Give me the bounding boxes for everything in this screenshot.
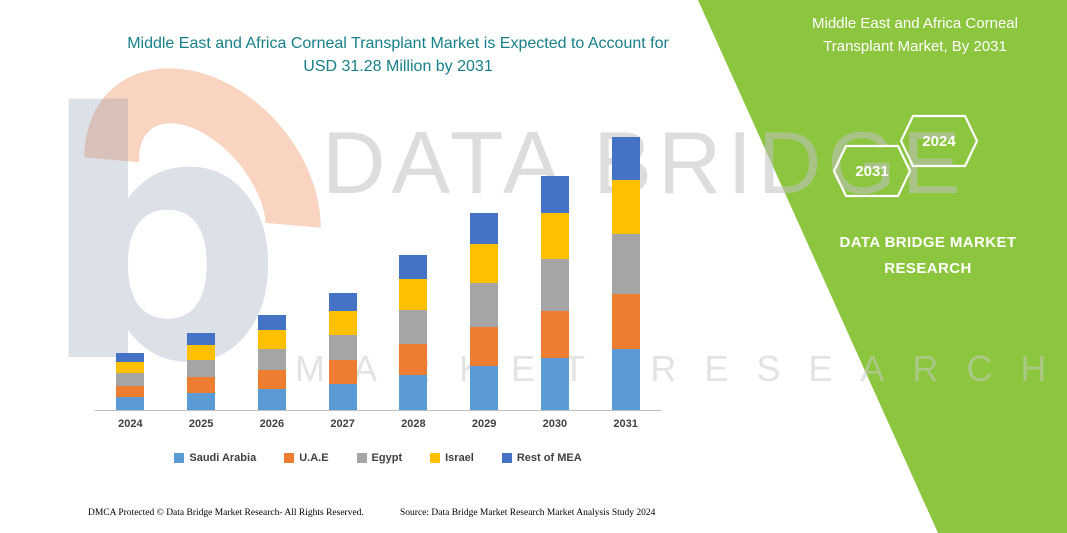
bar-segment-saudi-arabia [116,396,145,410]
bar-stack [187,333,216,410]
bar-stack [328,293,357,410]
hexagon-year-2031: 2031 [855,163,888,180]
bar-segment-rest-of-mea [116,352,145,363]
x-axis-label: 2028 [401,418,426,430]
hexagon-year-2024: 2024 [922,133,956,150]
bar-column [449,135,520,410]
x-axis-label: 2030 [542,418,568,430]
bar-segment-egypt [116,373,145,386]
bar-segment-u-a-e [257,369,286,389]
bar-segment-rest-of-mea [470,213,499,245]
bar-segment-egypt [187,360,216,377]
x-axis-label: 2027 [330,418,355,430]
bar-segment-rest-of-mea [540,176,569,213]
bar-segment-egypt [328,334,357,361]
bar-segment-u-a-e [187,376,216,393]
bar-segment-saudi-arabia [399,375,428,410]
legend-item: U.A.E [284,452,329,464]
bar-segment-israel [187,345,216,361]
x-labels-row: 2024 2025 2026 2027 2028 2029 2030 2031 [95,418,661,430]
bar-segment-u-a-e [611,293,640,349]
bar-segment-saudi-arabia [611,348,640,410]
bar-segment-saudi-arabia [257,389,286,410]
legend-label: U.A.E [299,452,329,464]
bar-segment-rest-of-mea [187,333,216,346]
bar-segment-egypt [257,348,286,370]
legend-label: Saudi Arabia [189,452,257,464]
bar-segment-israel [257,329,286,349]
bar-segment-israel [611,179,640,234]
bar-segment-u-a-e [328,360,357,384]
bar-segment-saudi-arabia [187,392,216,410]
bar-segment-rest-of-mea [328,293,357,312]
bar-column [237,135,308,410]
bar-segment-saudi-arabia [470,366,499,410]
legend-label: Egypt [371,452,403,464]
databridge-logo-b-watermark: b [40,42,284,438]
brand-name: DATA BRIDGE MARKET RESEARCH [839,234,1017,277]
bar-segment-israel [328,311,357,335]
bar-segment-saudi-arabia [328,383,357,410]
bar-segment-saudi-arabia [540,357,569,410]
bar-column [166,135,237,410]
hexagon-2031-outline [832,144,912,198]
bar-segment-israel [470,244,499,284]
bar-column [95,135,166,410]
legend-swatch [174,453,185,463]
bar-segment-israel [540,212,569,260]
bar-segment-egypt [470,283,499,328]
x-axis-label: 2029 [471,418,497,430]
bar-segment-rest-of-mea [399,254,428,280]
bar-stack [257,314,286,410]
footer-dmca: DMCA Protected © Data Bridge Market Rese… [88,508,364,518]
bar-segment-u-a-e [116,385,145,397]
right-panel-title: Middle East and Africa Corneal Transplan… [812,15,1018,56]
hexagon-2024-outline [899,114,979,168]
bar-segment-israel [116,362,145,374]
x-axis-label: 2026 [259,418,285,430]
bar-stack [399,254,428,410]
legend-item: Egypt [356,452,403,464]
bar-segment-u-a-e [540,310,569,358]
bar-stack [611,137,640,410]
bar-segment-rest-of-mea [257,314,286,330]
bar-stack [540,176,569,410]
bar-segment-u-a-e [470,327,499,367]
bar-segment-u-a-e [399,343,428,376]
legend-swatch [284,453,295,463]
bars-row [95,135,661,410]
bar-segment-rest-of-mea [611,137,640,180]
bar-column [520,135,591,410]
legend: Saudi Arabia U.A.E Egypt Israel Rest of MEA [95,452,661,464]
bar-segment-egypt [540,259,569,311]
bar-stack [470,213,499,410]
footer-source: Source: Data Bridge Market Research Mark… [400,508,656,518]
legend-label: Israel [445,452,474,464]
bar-segment-egypt [611,233,640,294]
legend-item: Rest of MEA [501,452,582,464]
legend-item: Saudi Arabia [174,452,256,464]
year-hexagons: 2024 2031 [832,114,979,198]
bar-segment-egypt [399,309,428,344]
legend-label: Rest of MEA [516,452,582,464]
x-axis-line [95,410,661,411]
bar-column [590,135,661,410]
bar-column [378,135,449,410]
bar-segment-israel [399,279,428,310]
legend-swatch [501,453,512,463]
chart-title: Middle East and Africa Corneal Transplan… [127,35,669,76]
x-axis-label: 2031 [613,418,638,430]
legend-swatch [430,453,441,463]
legend-item: Israel [430,452,474,464]
x-axis-label: 2024 [118,418,143,430]
bar-column [307,135,378,410]
x-axis-label: 2025 [188,418,214,430]
bar-stack [116,352,145,410]
legend-swatch [356,453,367,463]
